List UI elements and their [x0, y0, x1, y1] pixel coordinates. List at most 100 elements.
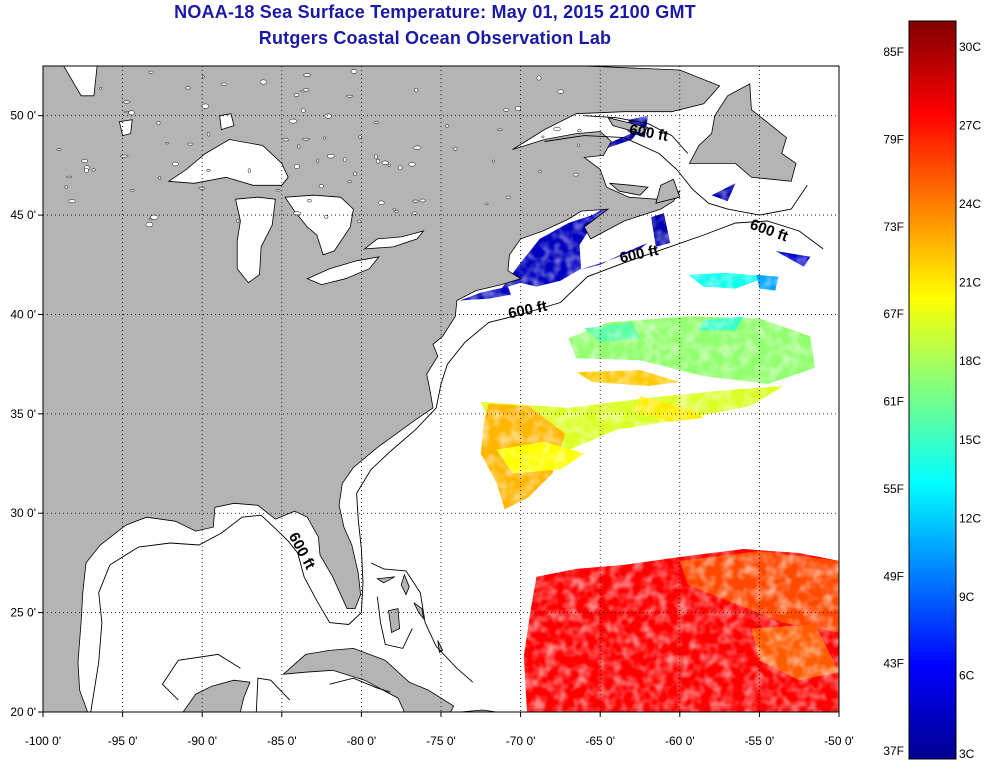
small-lake — [350, 69, 358, 74]
contour-label-600ft: 600 ft — [628, 121, 670, 145]
small-lake — [288, 118, 298, 124]
lon-tick-label: -90 0' — [187, 734, 217, 748]
colorbar-f-label: 43F — [883, 657, 904, 671]
small-lake — [444, 124, 450, 128]
small-lake — [301, 137, 310, 141]
small-lake — [353, 171, 357, 177]
colorbar-c-label: 6C — [959, 668, 975, 682]
small-lake — [577, 129, 582, 133]
lon-tick-label: -50 0' — [824, 734, 854, 748]
longitude-axis: -100 0' -95 0' -90 0' -85 0' -80 0' -75 0' -70… — [25, 712, 854, 748]
depth-contour-600ft — [584, 115, 689, 154]
sst-map: -100 0' -95 0' -90 0' -85 0' -80 0' -75 0' -70… — [10, 65, 854, 748]
small-lake — [201, 103, 210, 109]
small-lake — [275, 189, 281, 192]
small-lake — [297, 144, 301, 149]
colorbar-f-label: 85F — [883, 45, 904, 59]
lon-tick-label: -60 0' — [665, 734, 695, 748]
depth-contour-600ft — [376, 596, 413, 649]
colorbar-f-label: 37F — [883, 744, 904, 758]
small-lake — [301, 108, 306, 113]
lake-erie — [306, 256, 380, 286]
lon-tick-label: -80 0' — [347, 734, 377, 748]
small-lake — [343, 157, 347, 163]
small-lake — [506, 195, 511, 200]
small-lake — [120, 154, 129, 158]
small-lake — [293, 93, 300, 97]
lat-tick-label: 35 0' — [10, 407, 36, 421]
colorbar: 85F 79F 73F 67F 61F 55F 49F 43F 37F 30C 27C 24C 21C… — [883, 20, 981, 761]
small-lake — [84, 167, 89, 174]
newfoundland-land — [688, 83, 797, 182]
small-lake — [536, 75, 542, 81]
small-lake — [392, 208, 396, 212]
small-lake — [345, 94, 354, 98]
small-lake — [324, 215, 329, 219]
pei-land — [608, 182, 649, 196]
small-lake — [541, 135, 545, 139]
lake-winnipeg — [63, 66, 98, 97]
small-lake — [303, 73, 312, 77]
small-lake — [537, 170, 542, 174]
small-lake — [202, 75, 205, 79]
depth-contour-600ft — [544, 135, 808, 216]
small-lake — [318, 184, 324, 189]
lat-tick-label: 40 0' — [10, 307, 36, 321]
lat-tick-label: 30 0' — [10, 506, 36, 520]
small-lake — [185, 86, 191, 90]
depth-contours — [90, 115, 824, 712]
colorbar-f-label: 61F — [883, 395, 904, 409]
lon-tick-label: -65 0' — [585, 734, 615, 748]
map-subtitle: Rutgers Coastal Ocean Observation Lab — [258, 28, 612, 48]
small-lake — [375, 159, 381, 164]
small-lake — [68, 199, 76, 204]
small-lake — [408, 162, 416, 167]
small-lake — [573, 172, 579, 177]
lon-tick-label: -100 0' — [25, 734, 61, 748]
depth-contour-600ft — [90, 220, 824, 712]
small-lake — [56, 148, 62, 151]
latitude-axis: 50 0' 45 0' 40 0' 35 0' 30 0' 25 0' 20 0' — [10, 109, 43, 719]
small-lake — [91, 168, 96, 172]
land-mass — [43, 66, 797, 712]
small-lake — [206, 132, 211, 137]
colorbar-c-label: 30C — [959, 40, 981, 54]
lon-tick-label: -85 0' — [267, 734, 297, 748]
small-lake — [293, 211, 302, 216]
small-lake — [293, 164, 300, 169]
lon-tick-label: -55 0' — [745, 734, 775, 748]
small-lake — [347, 180, 352, 184]
small-lake — [576, 143, 580, 147]
lat-tick-label: 50 0' — [10, 109, 36, 123]
colorbar-f-label: 49F — [883, 569, 904, 583]
small-lake — [148, 218, 152, 221]
colorbar-c-label: 15C — [959, 433, 981, 447]
small-lake — [259, 79, 267, 85]
lake-huron — [284, 194, 354, 256]
small-lake — [172, 161, 179, 167]
small-lake — [299, 89, 305, 93]
small-lake — [122, 100, 131, 104]
small-lake — [247, 168, 251, 174]
small-lake — [282, 138, 290, 142]
colorbar-c-label: 21C — [959, 276, 981, 290]
small-lake — [324, 113, 332, 119]
small-lake — [206, 169, 211, 172]
grand-bahama-land — [376, 576, 395, 584]
small-lake — [412, 199, 419, 203]
colorbar-f-label: 73F — [883, 220, 904, 234]
yucatan-land — [182, 679, 251, 712]
small-lake — [187, 142, 194, 146]
colorbar-c-label: 24C — [959, 197, 981, 211]
depth-contour-600ft — [255, 677, 291, 712]
small-lake — [557, 89, 565, 94]
colorbar-celsius-labels: 30C 27C 24C 21C 18C 15C 12C 9C 6C 3C — [959, 40, 981, 761]
depth-contour-600ft — [329, 677, 391, 693]
graticule — [43, 66, 839, 712]
lat-tick-label: 20 0' — [10, 705, 36, 719]
small-lake — [158, 175, 162, 180]
small-lake — [148, 70, 154, 74]
small-lake — [378, 200, 385, 205]
colorbar-c-label: 18C — [959, 354, 981, 368]
map-title: NOAA-18 Sea Surface Temperature: May 01,… — [174, 2, 696, 22]
